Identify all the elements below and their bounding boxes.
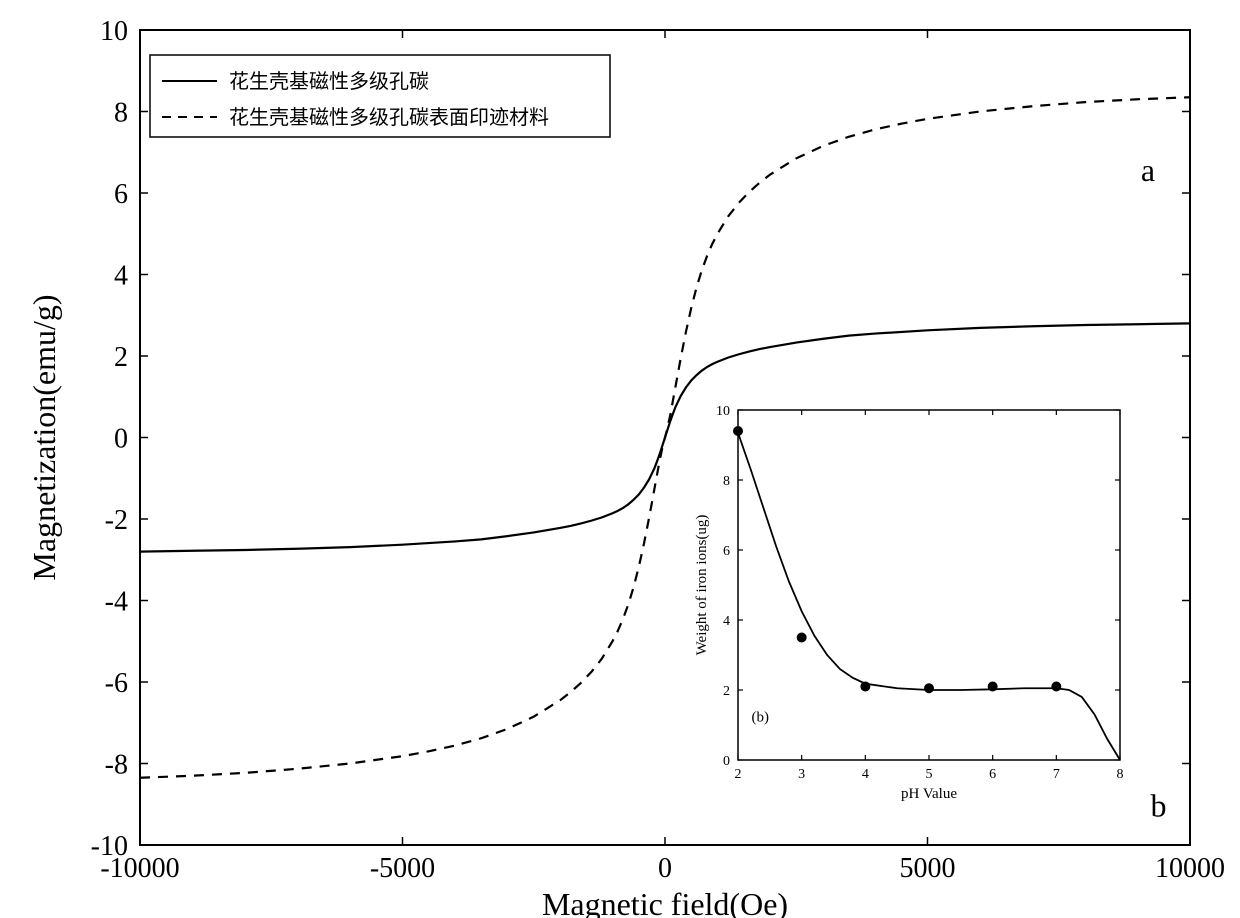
x-tick-label: 10000 [1155,853,1225,884]
inset-marker [1051,682,1061,692]
legend-label-0: 花生壳基磁性多级孔碳 [229,70,429,93]
y-tick-label: 6 [114,179,128,210]
y-tick-label: 8 [114,98,128,129]
inset-x-axis-label: pH Value [901,786,957,802]
inset-y-tick-label: 10 [716,404,730,419]
inset-x-tick-label: 6 [989,767,996,782]
inset-annotation-b: (b) [752,710,770,726]
y-tick-label: 10 [100,16,128,47]
inset-y-axis-label: Weight of iron ions(ug) [694,515,710,656]
y-tick-label: 4 [114,261,128,292]
inset-y-tick-label: 4 [723,614,730,629]
y-tick-label: 0 [114,424,128,455]
y-tick-label: -6 [105,668,128,699]
inset-marker [733,426,743,436]
y-tick-label: -8 [105,750,128,781]
inset-marker [860,682,870,692]
inset-plot-border [738,410,1120,760]
x-axis-label: Magnetic field(Oe) [542,886,788,918]
x-tick-label: 5000 [900,853,956,884]
inset-y-tick-label: 2 [723,684,730,699]
inset-x-tick-label: 8 [1117,767,1124,782]
annotation-a: a [1141,152,1155,188]
inset-x-tick-label: 5 [926,767,933,782]
inset-y-tick-label: 6 [723,544,730,559]
annotation-b: b [1151,787,1167,823]
x-tick-label: -5000 [370,853,435,884]
inset-x-tick-label: 2 [735,767,742,782]
y-axis-label: Magnetization(emu/g) [26,294,62,580]
y-tick-label: -2 [105,505,128,536]
chart-svg: -10000-50000500010000-10-8-6-4-20246810M… [0,0,1240,918]
inset-marker [924,683,934,693]
inset-marker [797,633,807,643]
chart-container: -10000-50000500010000-10-8-6-4-20246810M… [0,0,1240,918]
inset-marker [988,682,998,692]
inset-x-tick-label: 4 [862,767,869,782]
inset-y-tick-label: 8 [723,474,730,489]
inset-x-tick-label: 7 [1053,767,1060,782]
inset-y-tick-label: 0 [723,754,730,769]
inset-x-tick-label: 3 [798,767,805,782]
legend-label-1: 花生壳基磁性多级孔碳表面印迹材料 [229,106,549,129]
y-tick-label: -4 [105,587,128,618]
x-tick-label: 0 [658,853,672,884]
y-tick-label: 2 [114,342,128,373]
y-tick-label: -10 [91,831,128,862]
